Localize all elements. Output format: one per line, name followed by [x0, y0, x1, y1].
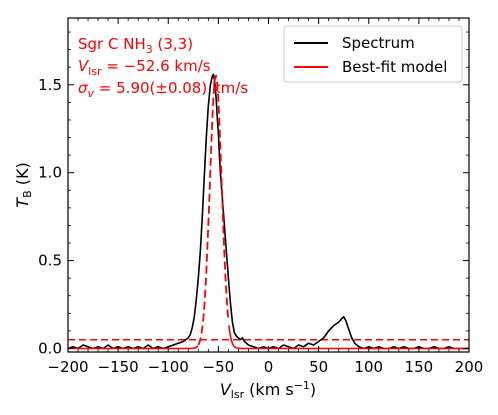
- axis-ticks: −200 −150 −100 −50 0 50 100 150 200 0.0 0.5 1.0 1.5: [38, 18, 483, 376]
- series-model-core: [197, 74, 230, 346]
- x-tick-label: 0: [264, 358, 274, 376]
- annotation-line1: Sgr C NH3 (3,3): [78, 35, 193, 56]
- annotation-line2: Vlsr = −52.6 km/s: [78, 57, 211, 78]
- legend-box: [283, 25, 463, 83]
- x-tick-label: −50: [203, 358, 235, 376]
- y-axis-label: TB (K): [13, 162, 34, 207]
- y-tick-label: 0.0: [38, 339, 62, 357]
- y-tick-label: 0.5: [38, 252, 62, 270]
- series-spectrum: [67, 73, 469, 350]
- x-tick-label: −150: [98, 358, 139, 376]
- annotation-line3: σv = 5.90(±0.08) km/s: [78, 79, 248, 100]
- series-model-left: [68, 345, 199, 350]
- y-tick-label: 1.5: [38, 76, 62, 94]
- x-tick-label: 50: [309, 358, 328, 376]
- y-tick-label: 1.0: [38, 164, 62, 182]
- legend-label-spectrum: Spectrum: [342, 34, 415, 52]
- x-tick-label: −100: [148, 358, 189, 376]
- x-tick-label: 200: [455, 358, 484, 376]
- x-tick-label: 150: [405, 358, 434, 376]
- legend: Spectrum Best-fit model: [283, 25, 463, 83]
- plot-frame: [67, 17, 470, 353]
- x-tick-label: 100: [354, 358, 383, 376]
- x-tick-label: −200: [47, 358, 88, 376]
- x-axis-label: Vlsr (km s−1): [220, 379, 316, 401]
- legend-label-model: Best-fit model: [342, 58, 447, 76]
- plot-lines: [67, 73, 469, 350]
